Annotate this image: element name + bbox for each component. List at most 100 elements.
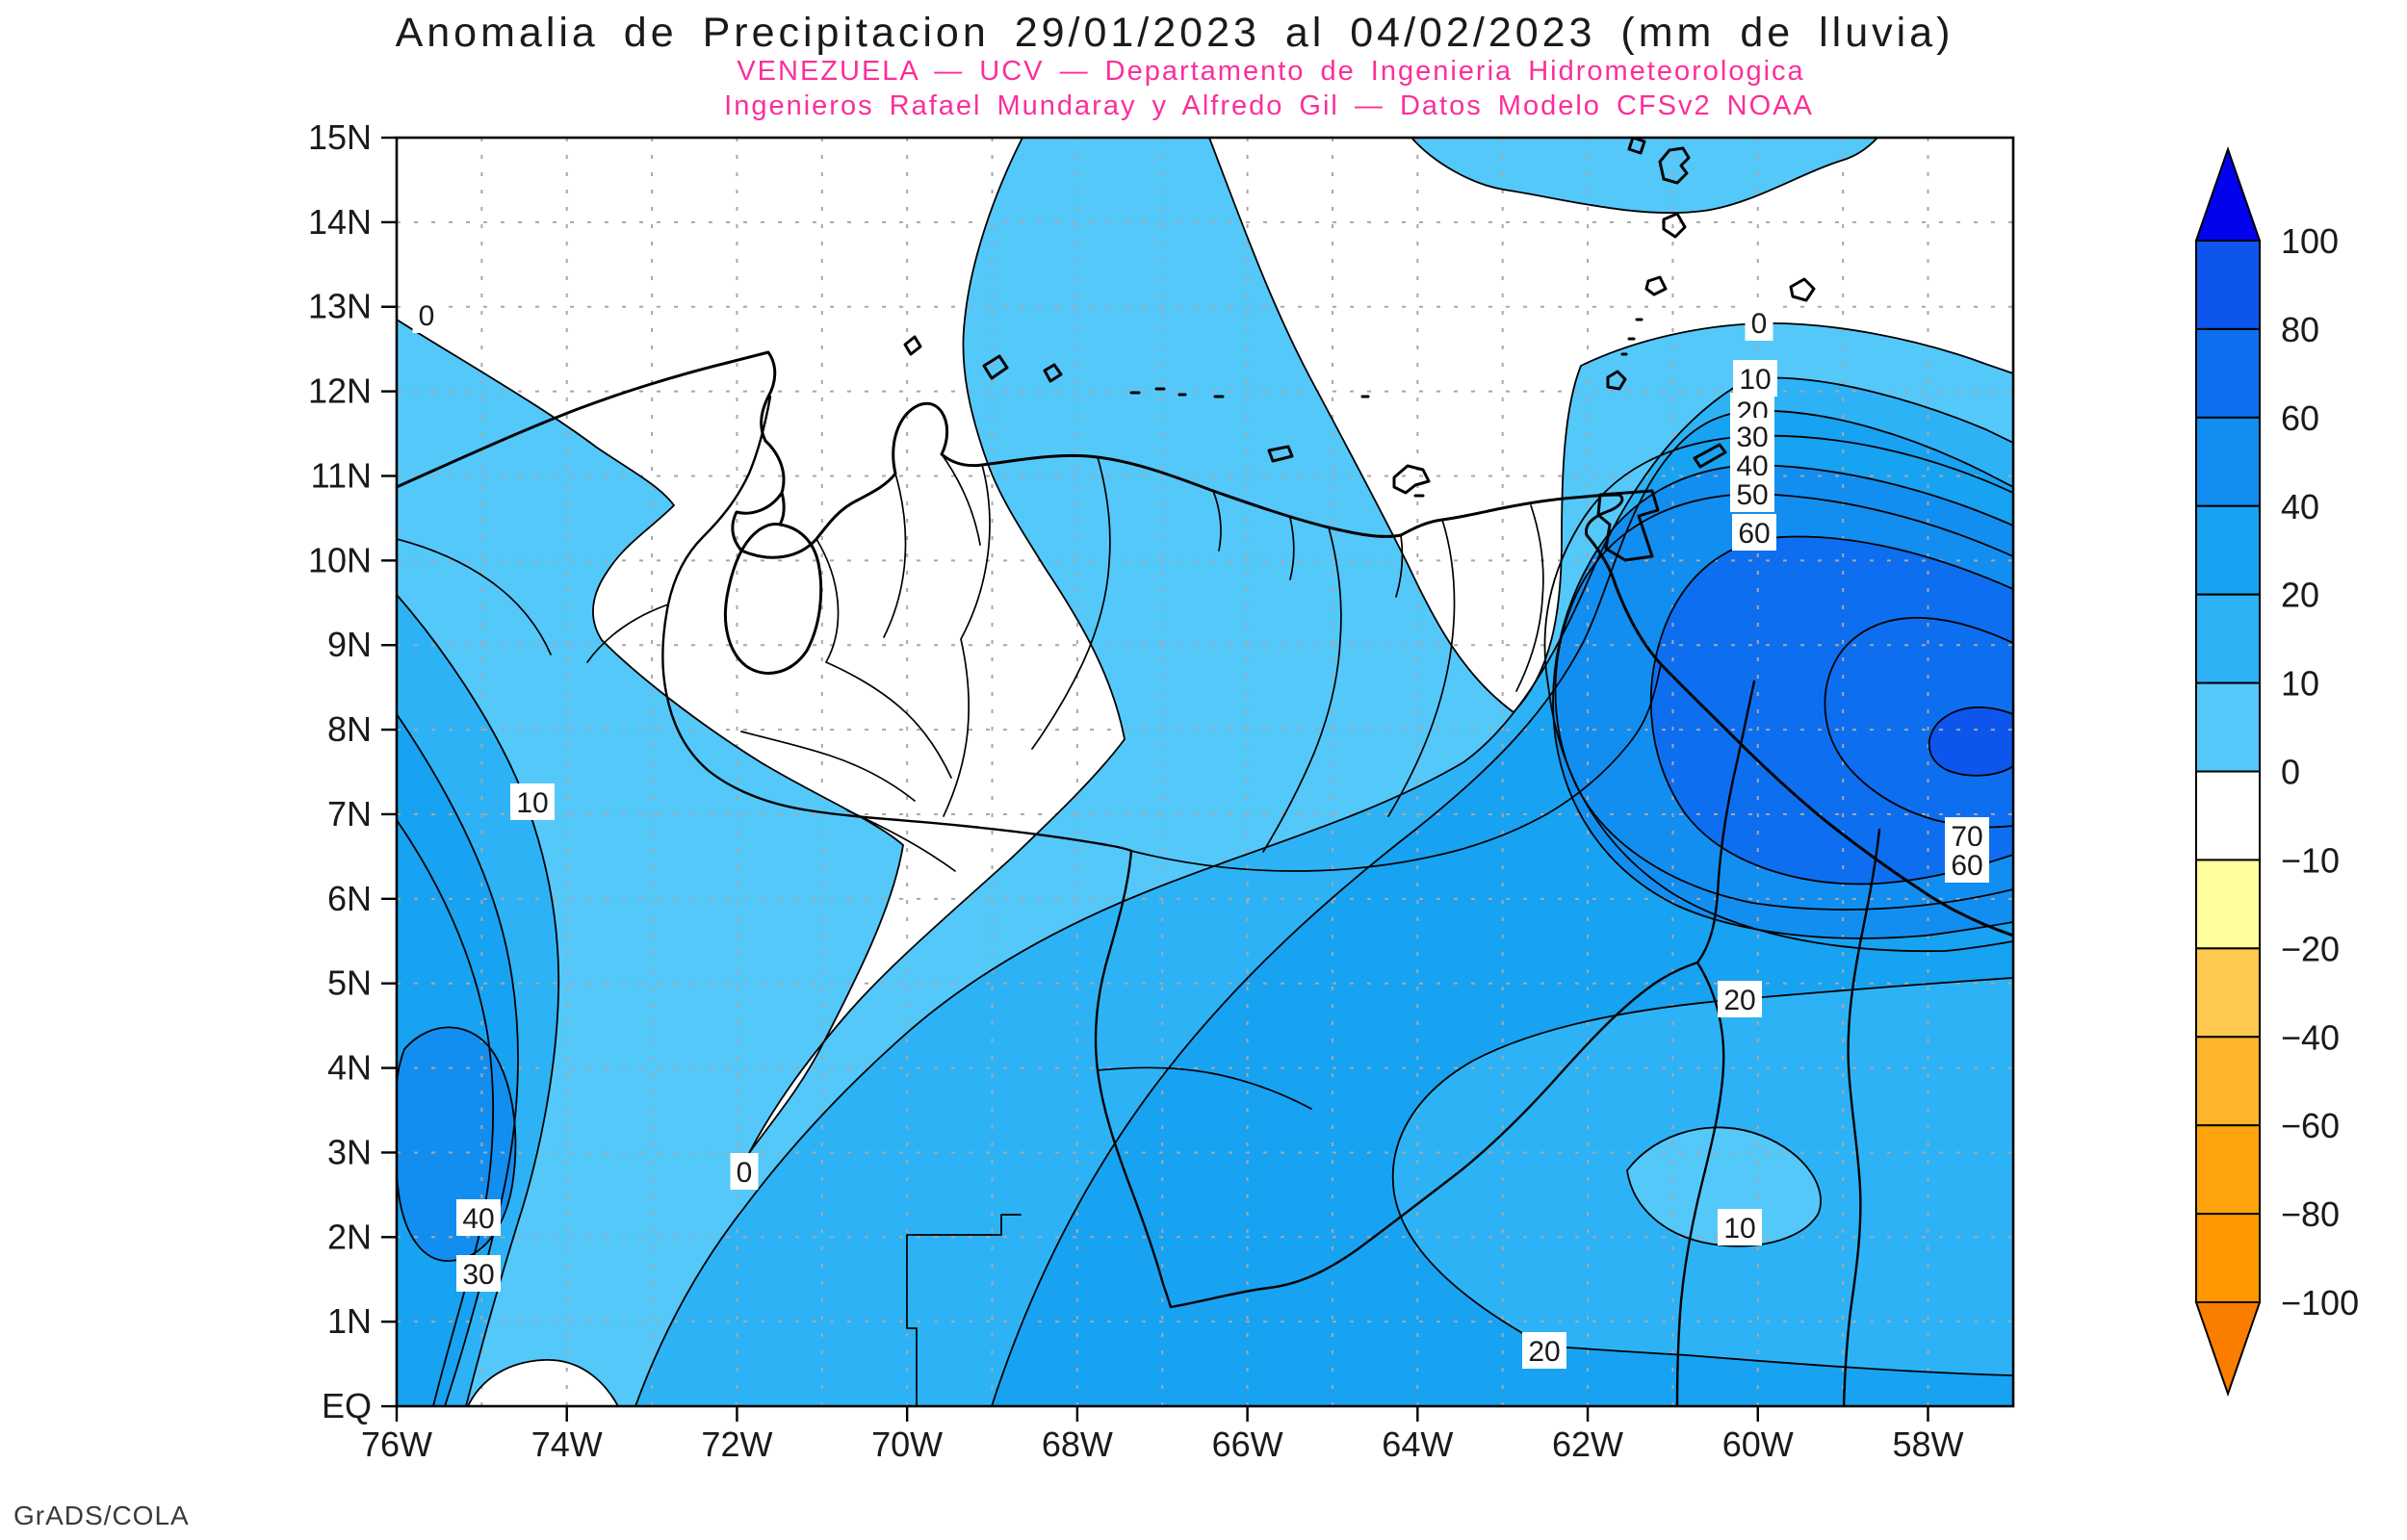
contour-label: 40 [462, 1203, 494, 1235]
lon-label: 72W [701, 1424, 772, 1464]
lat-label: 4N [327, 1048, 372, 1088]
contour-label-box [1732, 514, 1776, 551]
colorbar-tick-label: 10 [2281, 664, 2319, 704]
grads-watermark: GrADS/COLA [13, 1501, 190, 1530]
contour-10-loop-line [1626, 1126, 1822, 1247]
colorbar-segment [2195, 593, 2261, 684]
lake-maracaibo-outline [723, 491, 823, 675]
contour-label-box [1733, 360, 1777, 397]
lon-label: 68W [1042, 1424, 1113, 1464]
colorbar-segment [2195, 240, 2261, 330]
lat-label: 15N [308, 117, 372, 157]
border-brazil-venezuela [1169, 961, 1699, 1309]
lat-label: 8N [327, 709, 372, 749]
contour-label-box [412, 296, 441, 333]
contour-60-line [1649, 535, 2013, 886]
colorbar-tick-label: −100 [2281, 1283, 2359, 1322]
state-borders-central [1031, 456, 1342, 853]
colorbar-tick-label: 80 [2281, 310, 2319, 349]
state-borders-east [1387, 504, 1544, 817]
colorbar-segment [2195, 1124, 2261, 1216]
colorbar-arrow-top [2194, 145, 2262, 242]
colorbar-tick-label: 0 [2281, 753, 2300, 792]
colorbar-segment [2195, 947, 2261, 1039]
contour-10-line-west [397, 594, 560, 1406]
colorbar-tick-label: −40 [2281, 1017, 2340, 1057]
contour-label-box [1718, 981, 1762, 1017]
lat-label: 2N [327, 1217, 372, 1256]
lon-label: 70W [871, 1424, 943, 1464]
colorbar-tick-label: 40 [2281, 487, 2319, 526]
contour-label: 10 [516, 787, 548, 819]
contour-label: 0 [737, 1157, 753, 1189]
subtitle-line2: Ingenieros Rafael Mundaray y Alfredo Gil… [724, 90, 1814, 121]
lat-label: 14N [308, 202, 372, 242]
contour-label-box [1522, 1332, 1566, 1369]
lon-label: 76W [361, 1424, 432, 1464]
lat-label: EQ [322, 1386, 372, 1425]
lon-label: 64W [1382, 1424, 1453, 1464]
lat-label: 9N [327, 625, 372, 664]
contour-30-line-west [397, 819, 495, 1406]
contour-label: 0 [1751, 308, 1768, 340]
contour-label: 60 [1738, 518, 1770, 550]
contour-label-box [1745, 304, 1773, 341]
contour-label-box [1945, 846, 1989, 883]
contour-label-box [456, 1199, 501, 1236]
islands-los-roques [1129, 387, 1370, 463]
island-trinidad [1596, 489, 1660, 562]
contour-label-box [730, 1153, 759, 1190]
colorbar-tick-label: −20 [2281, 929, 2340, 968]
lon-label: 74W [531, 1424, 603, 1464]
contour-20-line-west [397, 713, 519, 1406]
white-region-south-bump [468, 1359, 618, 1406]
lon-label: 62W [1552, 1424, 1623, 1464]
state-borders-south [906, 1066, 1312, 1406]
geography-layer [397, 138, 2013, 1406]
contour-label: 10 [1723, 1213, 1755, 1245]
border-colombia-venezuela [661, 395, 1173, 1309]
colorbar-arrow-bottom [2194, 1301, 2262, 1398]
contour-label: 30 [462, 1259, 494, 1291]
contour-label-box [510, 783, 555, 820]
colorbar-segment [2195, 327, 2261, 419]
colombia-interior-lines [397, 538, 669, 663]
page-title: Anomalia de Precipitacion 29/01/2023 al … [396, 10, 1954, 56]
orinoco-river-line [1130, 663, 1662, 872]
colorbar-tick-label: −80 [2281, 1194, 2340, 1234]
contour-label: 10 [1739, 364, 1771, 396]
contour-label: 20 [1528, 1336, 1560, 1368]
lat-label: 6N [327, 879, 372, 918]
lat-label: 12N [308, 372, 372, 411]
islands-lesser-antilles [1606, 138, 1816, 469]
colorbar-segment [2195, 1036, 2261, 1127]
state-borders-west [740, 453, 991, 872]
colorbar-tick-label: −10 [2281, 840, 2340, 880]
contour-50-line [1554, 493, 2013, 911]
colorbar-segment [2195, 416, 2261, 507]
contour-80-line [1928, 706, 2013, 777]
border-guyana-brazil [1675, 961, 1725, 1406]
island-margarita [1392, 464, 1431, 498]
colorbar-tick-label: 60 [2281, 398, 2319, 438]
contour-label: 60 [1951, 850, 1982, 882]
lat-label: 10N [308, 540, 372, 579]
band-60-northeast [1650, 536, 2013, 885]
colorbar-tick-label: 20 [2281, 576, 2319, 615]
contour-0-line [397, 138, 1126, 1154]
lat-label: 11N [311, 455, 372, 495]
lat-label: 7N [327, 794, 372, 834]
contour-label: 20 [1723, 985, 1755, 1016]
essequibo-river-line [1842, 828, 1881, 1406]
lat-label: 1N [327, 1301, 372, 1341]
contour-label-box [456, 1255, 501, 1292]
islands-abc [903, 335, 1063, 383]
contour-label-box [1730, 475, 1774, 512]
contour-label: 50 [1736, 479, 1768, 511]
band-80-blob [1928, 706, 2013, 776]
colorbar-tick-label: −60 [2281, 1106, 2340, 1145]
border-guyana-venezuela [1695, 680, 1756, 964]
